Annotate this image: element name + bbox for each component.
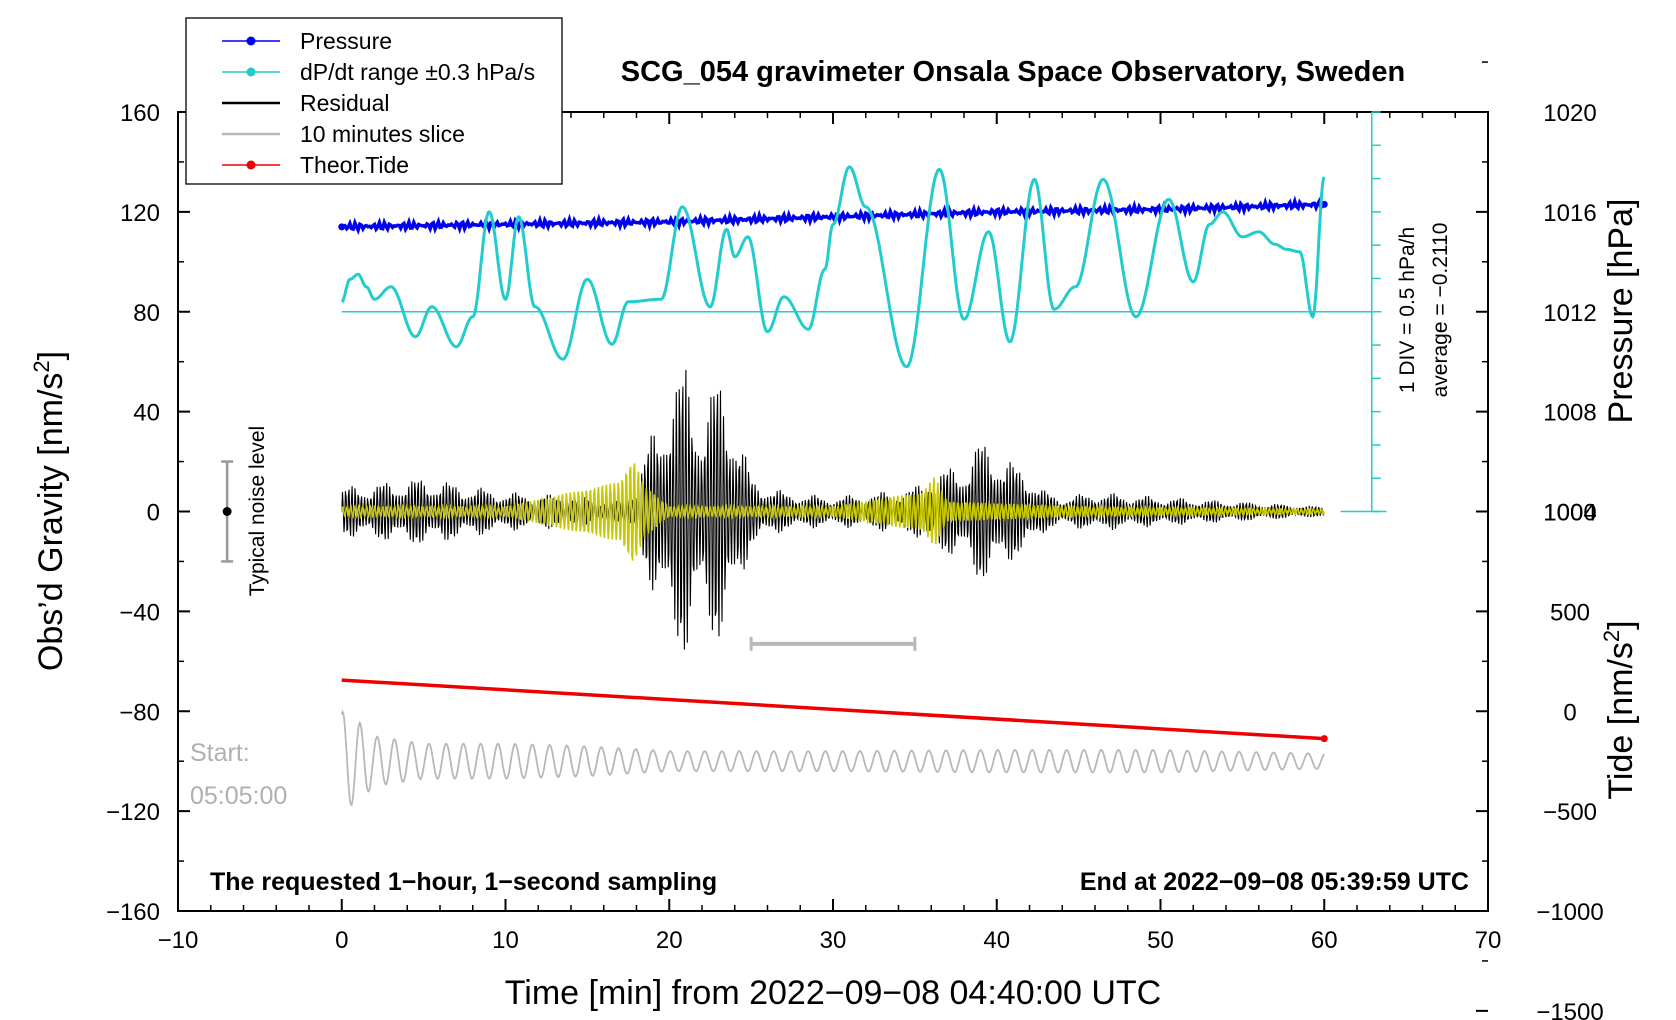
x-tick-label: 30 xyxy=(820,927,847,954)
x-tick-label: 0 xyxy=(335,927,348,954)
noise-bar-center xyxy=(222,507,232,516)
x-tick-label: 10 xyxy=(492,927,519,954)
legend-label: Theor.Tide xyxy=(300,152,409,178)
pressure-tick-label: 1004 xyxy=(1543,500,1596,527)
dpdt-series-line xyxy=(340,165,1326,369)
pressure-tick-label: 1016 xyxy=(1543,200,1596,227)
x-axis-title: Time [min] from 2022−09−08 04:40:00 UTC xyxy=(505,974,1161,1012)
x-tick-label: −10 xyxy=(158,927,199,954)
pressure-tick-label: 1008 xyxy=(1543,400,1596,427)
pressure-tick-label: 1020 xyxy=(1543,100,1596,127)
pressure-series-start xyxy=(338,223,346,231)
tide-tick-label: 500 xyxy=(1550,599,1590,626)
y-tick-label: 0 xyxy=(147,500,160,527)
legend-box xyxy=(185,17,563,185)
tide-axis-title: Tide [nm/s2] xyxy=(1599,620,1640,799)
legend-swatch-marker xyxy=(246,36,256,46)
tide-tick-label: −500 xyxy=(1543,799,1597,826)
start-label: Start: xyxy=(190,739,250,767)
y-tick-label: −80 xyxy=(119,699,160,726)
pressure-axis-title: Pressure [hPa] xyxy=(1602,199,1640,424)
legend-swatch-marker xyxy=(246,67,256,77)
y-tick-label: −40 xyxy=(119,599,160,626)
x-tick-label: 50 xyxy=(1147,927,1174,954)
dpdt-average-label: average = −0.2110 xyxy=(1429,223,1452,398)
tide-tick-label: 0 xyxy=(1563,699,1576,726)
x-tick-label: 40 xyxy=(983,927,1010,954)
slice-series-line xyxy=(340,709,1325,807)
y-tick-label: −120 xyxy=(106,799,160,826)
tide-series-end xyxy=(1320,735,1328,743)
plot-layer: −10 0 10 20 30 40 50 60 7016012080400−40−80−120−… xyxy=(29,17,1640,1020)
y-tick-label: 80 xyxy=(133,300,160,327)
y-tick-label: 120 xyxy=(120,200,160,227)
start-time: 05:05:00 xyxy=(190,782,287,810)
legend-label: dP/dt range ±0.3 hPa/s xyxy=(300,59,535,85)
pressure-tick-label: 1012 xyxy=(1543,300,1596,327)
x-tick-label: 60 xyxy=(1311,927,1338,954)
x-tick-label: 20 xyxy=(656,927,683,954)
tide-tick-label: −1000 xyxy=(1536,899,1603,926)
legend-swatch-marker xyxy=(246,160,256,170)
footer-right-label: End at 2022−09−08 05:39:59 UTC xyxy=(1080,868,1469,896)
y-axis-title: Obs’d Gravity [nm/s2] xyxy=(29,351,70,671)
tide-tick-label: 1000 xyxy=(1543,500,1596,527)
legend-label: 10 minutes slice xyxy=(300,121,465,147)
tide-tick-label: −1500 xyxy=(1536,999,1603,1020)
dpdt-scale-label: 1 DIV = 0.5 hPa/h xyxy=(1396,227,1419,393)
tide-series-line xyxy=(341,678,1325,741)
footer-left-label: The requested 1−hour, 1−second sampling xyxy=(210,868,717,896)
legend-label: Residual xyxy=(300,90,390,116)
filtered-series-line xyxy=(341,463,1325,561)
x-tick-label: 70 xyxy=(1475,927,1502,954)
y-tick-label: 40 xyxy=(133,400,160,427)
legend-label: Pressure xyxy=(300,28,392,54)
y-tick-label: 160 xyxy=(120,100,160,127)
chart-title: SCG_054 gravimeter Onsala Space Observat… xyxy=(621,56,1405,88)
y-tick-label: −160 xyxy=(106,899,160,926)
noise-label: Typical noise level xyxy=(246,426,269,596)
pressure-series-line xyxy=(341,195,1324,236)
